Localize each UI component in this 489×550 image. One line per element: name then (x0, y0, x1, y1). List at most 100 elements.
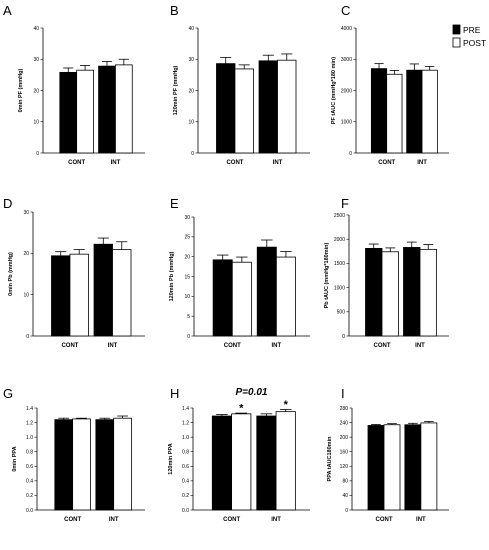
y-axis-label: PF tAUC (mmHg*180 min) (331, 57, 337, 124)
legend-post-swatch (452, 37, 461, 48)
y-tick-label: 0 (342, 334, 345, 340)
bar-post-int (115, 64, 133, 154)
bar-pre-cont (59, 71, 78, 154)
panel-letter: G (3, 386, 13, 401)
y-tick-label: 0.0 (182, 508, 189, 514)
x-tick-label: CONT (374, 343, 391, 349)
x-tick-label: CONT (224, 343, 241, 349)
legend: PRE POST (452, 24, 486, 48)
bar-post-int (419, 248, 437, 337)
significance-marker: * (284, 399, 289, 411)
bar-pre-cont (212, 259, 233, 337)
bar-pre-int (95, 419, 115, 511)
panel-letter: I (341, 386, 345, 401)
x-tick-label: CONT (378, 160, 395, 166)
bar-post-cont (231, 261, 252, 337)
panel-f: F 0 500 1000 1500 2000 2500 Pb tAUC (mmHg*180mi… (324, 196, 449, 349)
panel-g: G 0.0 0.2 0.4 0.6 0.8 1.0 1.2 1.4 0min PPA CONT INT (3, 386, 145, 523)
y-tick-label: 240 (340, 420, 349, 426)
y-tick-label: 20 (188, 88, 194, 94)
y-tick-label: 0 (26, 334, 29, 340)
y-tick-label: 2000 (341, 88, 352, 94)
y-tick-label: 1.4 (26, 406, 33, 412)
x-tick-label: CONT (376, 517, 393, 523)
panel-c: C 0 1000 2000 3000 4000 PF tAUC (mmHg*180 min)… (331, 3, 449, 166)
y-tick-label: 1.2 (182, 420, 189, 426)
bar-post-cont (234, 68, 254, 154)
panel-letter: E (170, 196, 179, 211)
y-tick-label: 10 (188, 120, 194, 126)
y-axis-label: 120min Pb (mmHg) (169, 251, 175, 301)
y-tick-label: 160 (340, 450, 349, 456)
bar-post-int (277, 59, 297, 154)
y-axis-label: 120min PF (mmHg) (173, 65, 179, 115)
y-tick-label: 40 (33, 26, 39, 32)
bar-post-cont (386, 73, 403, 154)
bar-pre-int (93, 243, 113, 337)
bar-pre-int (258, 60, 278, 154)
y-tick-label: 30 (33, 57, 39, 63)
y-tick-label: 0.0 (26, 508, 33, 514)
y-tick-label: 200 (340, 435, 349, 441)
bar-post-cont (76, 69, 94, 154)
y-tick-label: 0.4 (26, 479, 33, 485)
y-tick-label: 0.6 (182, 464, 189, 470)
y-tick-label: 1500 (334, 261, 345, 267)
bar-pre-cont (365, 247, 383, 337)
bar-pre-cont (216, 63, 236, 154)
y-tick-label: 1.2 (26, 420, 33, 426)
panel-b: B 0 10 20 30 40 120min PF (mmHg) CONT INT (170, 3, 310, 166)
y-tick-label: 20 (23, 251, 29, 257)
x-tick-label: INT (416, 517, 426, 523)
y-axis-label: 0min Pb (mmHg) (8, 252, 14, 296)
bar-post-cont (381, 251, 399, 337)
significance-marker: * (239, 403, 244, 415)
panel-i: I 0 40 80 120 160 200 240 280 PPA tAUC180min CONT I… (327, 386, 449, 523)
panel-letter: B (170, 3, 179, 18)
y-tick-label: 0.2 (182, 493, 189, 499)
y-tick-label: 2500 (334, 213, 345, 219)
y-tick-label: 0.8 (182, 450, 189, 456)
x-tick-label: INT (272, 343, 282, 349)
bar-post-int (421, 69, 438, 154)
bar-post-int (113, 417, 132, 511)
legend-post-label: POST (463, 38, 486, 48)
bar-post-int (420, 422, 438, 511)
legend-pre-label: PRE (463, 25, 481, 35)
y-tick-label: 10 (33, 120, 39, 126)
bar-post-int (275, 411, 296, 511)
y-tick-label: 3000 (341, 57, 352, 63)
bar-pre-cont (211, 415, 233, 511)
bar-pre-cont (367, 425, 385, 511)
y-tick-label: 10 (23, 292, 29, 298)
y-tick-label: 0.6 (26, 464, 33, 470)
x-tick-label: INT (271, 517, 281, 523)
y-axis-label: PPA tAUC180min (327, 436, 333, 482)
bar-pre-cont (54, 419, 74, 511)
y-tick-label: 5 (187, 314, 190, 320)
y-tick-label: 500 (337, 310, 346, 316)
y-tick-label: 0.2 (26, 493, 33, 499)
bar-post-cont (231, 413, 252, 511)
bar-post-int (275, 256, 296, 337)
y-tick-label: 10 (184, 294, 190, 300)
x-tick-label: CONT (61, 343, 78, 349)
panel-letter: C (341, 3, 350, 18)
panel-d: D 0 10 20 30 0min Pb (mmHg) CONT INT (3, 196, 145, 349)
y-tick-label: 1.4 (182, 406, 189, 412)
y-tick-label: 0 (187, 334, 190, 340)
panel-e: E 0 5 10 15 20 25 30 120min Pb (mmHg) CONT INT (169, 196, 310, 349)
y-tick-label: 1.0 (182, 435, 189, 441)
y-tick-label: 280 (340, 406, 349, 412)
bar-post-cont (383, 424, 401, 511)
y-tick-label: 20 (33, 88, 39, 94)
y-tick-label: 120 (340, 464, 349, 470)
panel-letter: D (3, 196, 12, 211)
x-tick-label: CONT (226, 160, 243, 166)
x-tick-label: INT (415, 343, 425, 349)
panel-letter: F (341, 196, 349, 211)
y-tick-label: 25 (184, 235, 190, 241)
bar-pre-int (404, 424, 422, 511)
panel-a: A 0 10 20 30 40 0min PF (mmHg) CONT INT (3, 3, 145, 166)
y-tick-label: 30 (184, 215, 190, 221)
